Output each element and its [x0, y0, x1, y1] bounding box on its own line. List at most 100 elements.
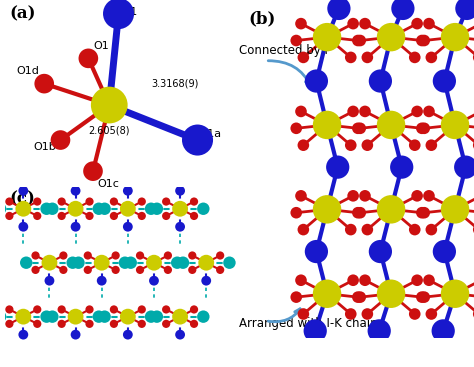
Text: O1: O1	[93, 41, 109, 51]
Point	[439, 328, 447, 334]
Point	[418, 126, 426, 131]
Point	[136, 252, 144, 258]
Point	[176, 188, 184, 194]
Point	[387, 122, 395, 128]
Point	[72, 314, 79, 320]
Point	[150, 260, 158, 266]
Point	[124, 224, 132, 230]
Point	[138, 306, 146, 312]
Point	[164, 252, 172, 258]
Point	[297, 21, 305, 26]
Point	[312, 248, 320, 254]
Point	[451, 291, 459, 297]
Point	[46, 278, 53, 284]
Point	[72, 206, 79, 212]
Point	[420, 126, 428, 131]
Point	[425, 109, 433, 115]
Point	[34, 199, 41, 204]
Point	[110, 199, 118, 204]
Point	[375, 328, 383, 334]
Point	[451, 122, 459, 128]
Point	[101, 314, 109, 320]
Point	[72, 332, 79, 338]
Point	[200, 206, 207, 212]
Point	[428, 54, 435, 60]
Point	[95, 314, 102, 320]
Point	[48, 206, 56, 212]
Point	[387, 34, 395, 40]
Point	[300, 311, 307, 317]
Point	[72, 188, 79, 194]
Point	[361, 109, 369, 115]
Text: Connected by I⁻: Connected by I⁻	[239, 44, 335, 57]
Point	[387, 206, 395, 212]
Point	[58, 321, 65, 327]
Point	[323, 34, 331, 40]
Point	[124, 332, 132, 338]
Point	[86, 213, 93, 219]
Point	[98, 260, 106, 266]
Point	[6, 199, 13, 204]
Point	[411, 142, 419, 148]
Point	[411, 54, 419, 60]
Point	[40, 81, 48, 87]
Point	[323, 291, 331, 297]
Point	[411, 311, 419, 317]
Point	[354, 126, 362, 131]
Point	[179, 260, 187, 266]
Point	[163, 321, 170, 327]
Point	[58, 199, 65, 204]
Text: I1: I1	[128, 7, 138, 17]
Point	[425, 193, 433, 199]
Point	[216, 252, 224, 258]
Point	[43, 206, 50, 212]
Point	[176, 206, 184, 212]
Point	[101, 206, 109, 212]
Point	[200, 314, 207, 320]
Point	[451, 34, 459, 40]
Point	[86, 199, 93, 204]
Point	[19, 206, 27, 212]
Point	[311, 328, 319, 334]
Point	[86, 321, 93, 327]
Point	[361, 21, 369, 26]
Point	[413, 193, 421, 199]
Text: (b): (b)	[249, 10, 276, 27]
Point	[425, 277, 433, 283]
Point	[356, 210, 364, 216]
Point	[347, 311, 355, 317]
Point	[428, 142, 435, 148]
Point	[300, 142, 307, 148]
Point	[136, 267, 144, 273]
Point	[189, 267, 196, 273]
Text: I1a: I1a	[204, 129, 222, 139]
Point	[84, 267, 91, 273]
Point	[292, 126, 300, 131]
Point	[43, 314, 50, 320]
Point	[420, 37, 428, 43]
Point	[98, 278, 106, 284]
Point	[356, 294, 364, 300]
Point	[86, 306, 93, 312]
Point	[440, 78, 448, 84]
Point	[349, 193, 357, 199]
Point	[124, 188, 132, 194]
Point	[176, 314, 184, 320]
Point	[413, 277, 421, 283]
Point	[349, 21, 357, 26]
Point	[202, 260, 210, 266]
Point	[428, 311, 435, 317]
Point	[190, 321, 198, 327]
Point	[349, 109, 357, 115]
Text: (a): (a)	[9, 6, 36, 23]
Point	[138, 199, 146, 204]
Point	[110, 321, 118, 327]
Point	[463, 6, 471, 11]
Point	[150, 278, 158, 284]
Point	[110, 213, 118, 219]
Point	[34, 321, 41, 327]
Point	[297, 193, 305, 199]
Point	[292, 210, 300, 216]
Point	[364, 54, 371, 60]
Text: O1c: O1c	[98, 179, 119, 189]
